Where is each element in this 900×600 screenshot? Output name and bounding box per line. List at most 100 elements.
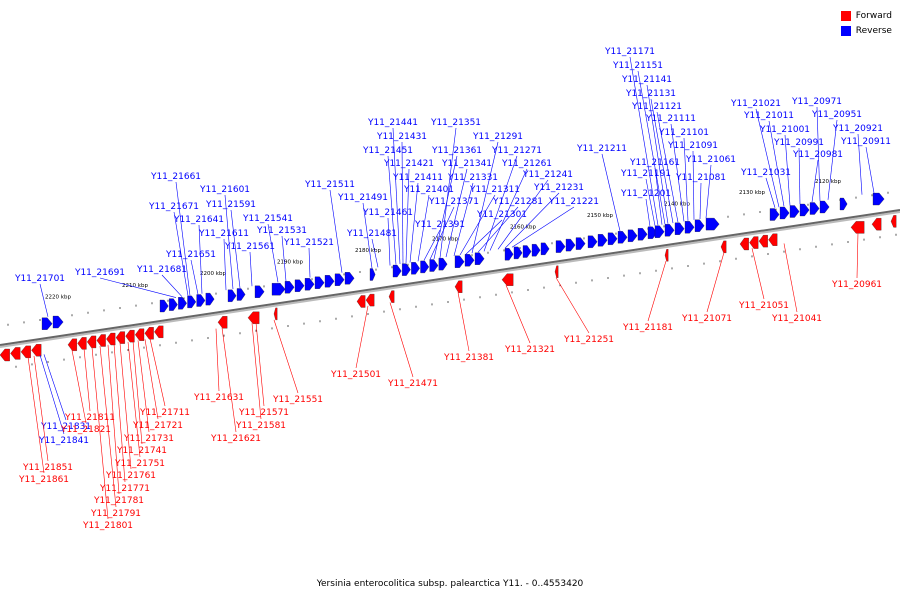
leader-line xyxy=(387,217,391,266)
forward-gene-label: Y11_21581 xyxy=(235,421,286,431)
leader-line xyxy=(281,235,287,282)
leader-line xyxy=(751,248,765,300)
leader-line xyxy=(646,84,669,224)
leader-line xyxy=(27,356,45,474)
leader-line xyxy=(39,354,65,435)
forward-gene-glyph xyxy=(454,280,463,293)
reverse-gene-label: Y11_21111 xyxy=(645,114,696,124)
reverse-gene-label: Y11_21311 xyxy=(469,185,520,195)
reverse-gene-label: Y11_20951 xyxy=(811,110,862,120)
leader-line xyxy=(99,345,117,508)
leader-line xyxy=(827,119,838,200)
reverse-gene-glyph xyxy=(684,221,695,234)
leader-line xyxy=(783,243,798,313)
leader-line xyxy=(439,127,457,259)
leader-line xyxy=(144,339,159,420)
forward-gene-glyph xyxy=(125,330,135,343)
leader-line xyxy=(798,147,801,205)
reverse-gene-glyph xyxy=(839,197,848,211)
legend-forward[interactable]: Forward xyxy=(840,8,892,23)
reverse-gene-glyph xyxy=(429,259,439,272)
reverse-gene-label: Y11_21031 xyxy=(740,168,791,178)
reverse-gene-label: Y11_21171 xyxy=(604,47,655,57)
reverse-gene-label: Y11_21431 xyxy=(376,132,427,142)
reverse-gene-label: Y11_21021 xyxy=(730,99,781,109)
reverse-gene-label: Y11_21191 xyxy=(620,169,671,179)
forward-gene-label: Y11_21761 xyxy=(105,471,156,481)
reverse-gene-label: Y11_21301 xyxy=(476,210,527,220)
leader-line xyxy=(255,322,265,407)
forward-gene-label: Y11_21381 xyxy=(443,353,494,363)
reverse-gene-label: Y11_21291 xyxy=(472,132,523,142)
reverse-gene-glyph xyxy=(178,297,187,310)
reverse-gene-label: Y11_21131 xyxy=(625,89,676,99)
leader-line xyxy=(637,70,666,225)
reverse-gene-label: Y11_21141 xyxy=(621,75,672,85)
leader-line xyxy=(504,192,560,249)
reverse-gene-label: Y11_21531 xyxy=(256,226,307,236)
leader-line xyxy=(161,274,183,297)
leader-line xyxy=(132,341,143,445)
genome-axis xyxy=(0,209,900,346)
reverse-gene-label: Y11_21661 xyxy=(150,172,201,182)
leader-line xyxy=(137,340,150,433)
reverse-gene-glyph xyxy=(314,276,325,289)
reverse-swatch xyxy=(840,25,851,36)
leader-line xyxy=(417,194,430,262)
reverse-gene-label: Y11_21491 xyxy=(337,193,388,203)
leader-line xyxy=(329,189,343,273)
forward-gene-glyph xyxy=(768,233,778,246)
reverse-gene-label: Y11_20911 xyxy=(840,137,891,147)
reverse-gene-label: Y11_21101 xyxy=(658,128,709,138)
reverse-gene-glyph xyxy=(565,238,576,252)
leader-line xyxy=(477,206,519,253)
leader-line xyxy=(656,111,679,223)
scale-label: 2140 kbp xyxy=(664,201,690,207)
forward-gene-glyph xyxy=(67,338,77,351)
reverse-gene-label: Y11_20971 xyxy=(791,97,842,107)
reverse-gene-glyph xyxy=(789,205,800,218)
forward-gene-label: Y11_21711 xyxy=(139,408,190,418)
leader-line xyxy=(857,133,863,195)
leader-line xyxy=(401,141,404,264)
leader-line xyxy=(362,202,373,269)
leader-line xyxy=(465,219,503,255)
forward-gene-glyph xyxy=(106,332,116,346)
reverse-gene-glyph xyxy=(637,228,648,241)
forward-gene-glyph xyxy=(115,331,125,344)
legend-reverse[interactable]: Reverse xyxy=(840,23,892,38)
leader-line xyxy=(71,350,87,424)
reverse-gene-glyph xyxy=(271,283,286,296)
leader-line xyxy=(43,354,67,421)
leader-line xyxy=(273,319,299,394)
forward-gene-label: Y11_21731 xyxy=(123,434,174,444)
reverse-gene-label: Y11_21281 xyxy=(492,197,543,207)
leader-line xyxy=(387,155,397,265)
reverse-gene-glyph xyxy=(809,202,820,215)
forward-gene-glyph xyxy=(154,325,164,338)
reverse-gene-glyph xyxy=(454,255,465,268)
forward-gene-label: Y11_21811 xyxy=(64,413,115,423)
reverse-gene-label: Y11_21221 xyxy=(548,197,599,207)
reverse-gene-label: Y11_21461 xyxy=(362,208,413,218)
genome-axis-shadow xyxy=(0,211,900,348)
reverse-gene-glyph xyxy=(304,278,315,291)
reverse-gene-glyph xyxy=(664,224,675,237)
leader-line xyxy=(692,150,695,220)
reverse-gene-glyph xyxy=(369,268,376,281)
leader-line xyxy=(865,146,875,193)
reverse-gene-label: Y11_21261 xyxy=(501,159,552,169)
reverse-gene-label: Y11_20981 xyxy=(792,150,843,160)
forward-gene-glyph xyxy=(720,240,727,254)
forward-gene-label: Y11_21251 xyxy=(563,335,614,345)
reverse-gene-glyph xyxy=(205,292,215,306)
reverse-gene-label: Y11_21211 xyxy=(576,144,627,154)
reverse-gene-label: Y11_21681 xyxy=(136,265,187,275)
reverse-gene-glyph xyxy=(159,299,169,313)
leader-line xyxy=(505,284,531,344)
reverse-gene-glyph xyxy=(294,279,305,292)
reverse-gene-glyph xyxy=(819,200,830,214)
reverse-gene-label: Y11_21421 xyxy=(383,159,434,169)
reverse-gene-label: Y11_21011 xyxy=(743,111,794,121)
